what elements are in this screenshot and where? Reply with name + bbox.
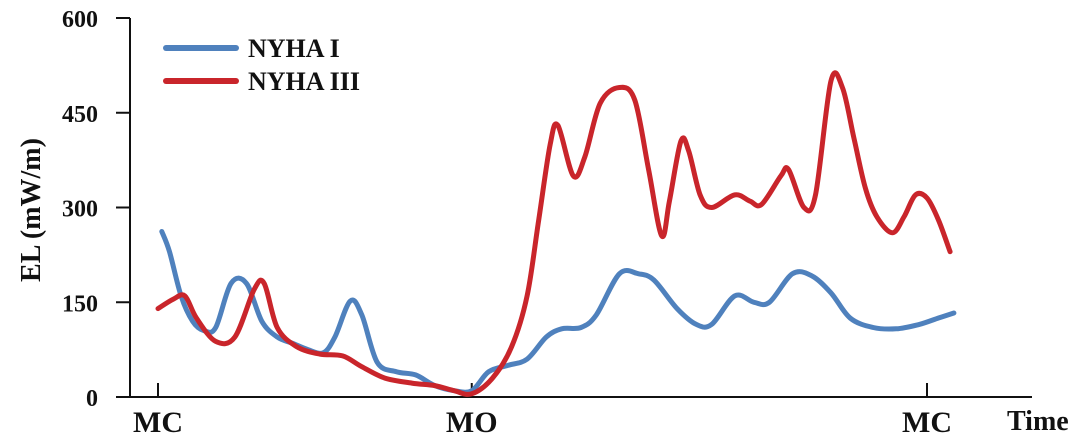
x-tick-label: MO — [446, 406, 498, 439]
x-tick-label: MC — [902, 406, 952, 439]
y-tick-label: 300 — [62, 197, 98, 223]
y-tick-label: 150 — [62, 291, 98, 317]
legend: NYHA I NYHA III — [163, 34, 360, 96]
series-line-nyha-iii — [155, 70, 953, 397]
legend-label: NYHA III — [248, 67, 360, 96]
y-tick-label: 450 — [62, 102, 98, 128]
legend-label: NYHA I — [248, 34, 340, 63]
y-tick-label: 600 — [62, 7, 98, 33]
series-lines — [155, 70, 957, 397]
y-tick-label: 0 — [86, 386, 98, 412]
x-ticks: MC MO MC — [133, 383, 952, 439]
x-axis-label: Time — [1007, 406, 1069, 437]
x-axis: MC MO MC Time — [130, 383, 1069, 439]
y-axis: 0 150 300 450 600 EL (mW/m) — [16, 7, 131, 412]
y-ticks: 0 150 300 450 600 — [62, 7, 130, 412]
x-tick-label: MC — [133, 406, 183, 439]
series-line-nyha-i — [159, 229, 957, 395]
y-axis-label: EL (mW/m) — [16, 138, 47, 282]
